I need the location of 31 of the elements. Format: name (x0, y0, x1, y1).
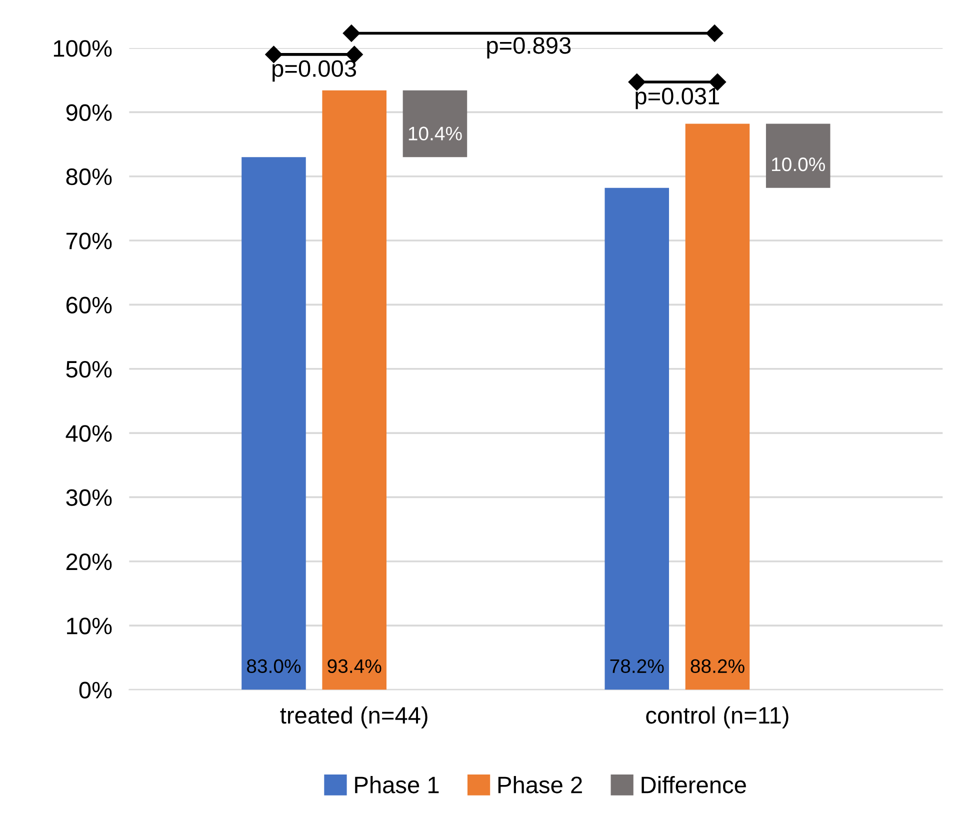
bar (685, 124, 750, 690)
y-tick-label: 30% (66, 489, 112, 506)
annotation: p=0.003 (272, 60, 356, 82)
bar (242, 157, 306, 690)
legend-label: Phase 2 (498, 776, 582, 794)
y-tick-label: 80% (66, 168, 112, 186)
data-label: 88.2% (690, 659, 744, 674)
y-tick-label: 60% (66, 296, 112, 314)
y-tick-label: 10% (67, 618, 112, 634)
y-tick-label: 100% (54, 40, 112, 57)
y-tick-label: 20% (66, 553, 112, 570)
data-label: 10.0% (772, 157, 825, 172)
x-tick-label: control (n=11) (646, 706, 788, 728)
data-label: 93.4% (328, 659, 382, 674)
legend-label: Difference (642, 776, 746, 794)
legend-label: Phase 1 (355, 776, 439, 794)
y-tick-label: 50% (66, 360, 112, 378)
bar (402, 90, 468, 158)
bar (322, 90, 386, 690)
y-tick-label: 40% (66, 425, 112, 442)
data-label: 10.4% (408, 126, 462, 140)
bar (604, 188, 670, 690)
y-tick-label: 70% (66, 232, 112, 250)
data-label: 83.0% (247, 659, 301, 674)
x-tick-label: treated (n=44) (280, 706, 428, 728)
annotation: p=0.893 (487, 37, 571, 58)
y-tick-label: 0% (79, 682, 112, 699)
bar (766, 124, 830, 188)
y-tick-label: 90% (66, 104, 112, 121)
annotation: p=0.031 (636, 88, 720, 110)
data-label: 78.2% (610, 659, 664, 674)
